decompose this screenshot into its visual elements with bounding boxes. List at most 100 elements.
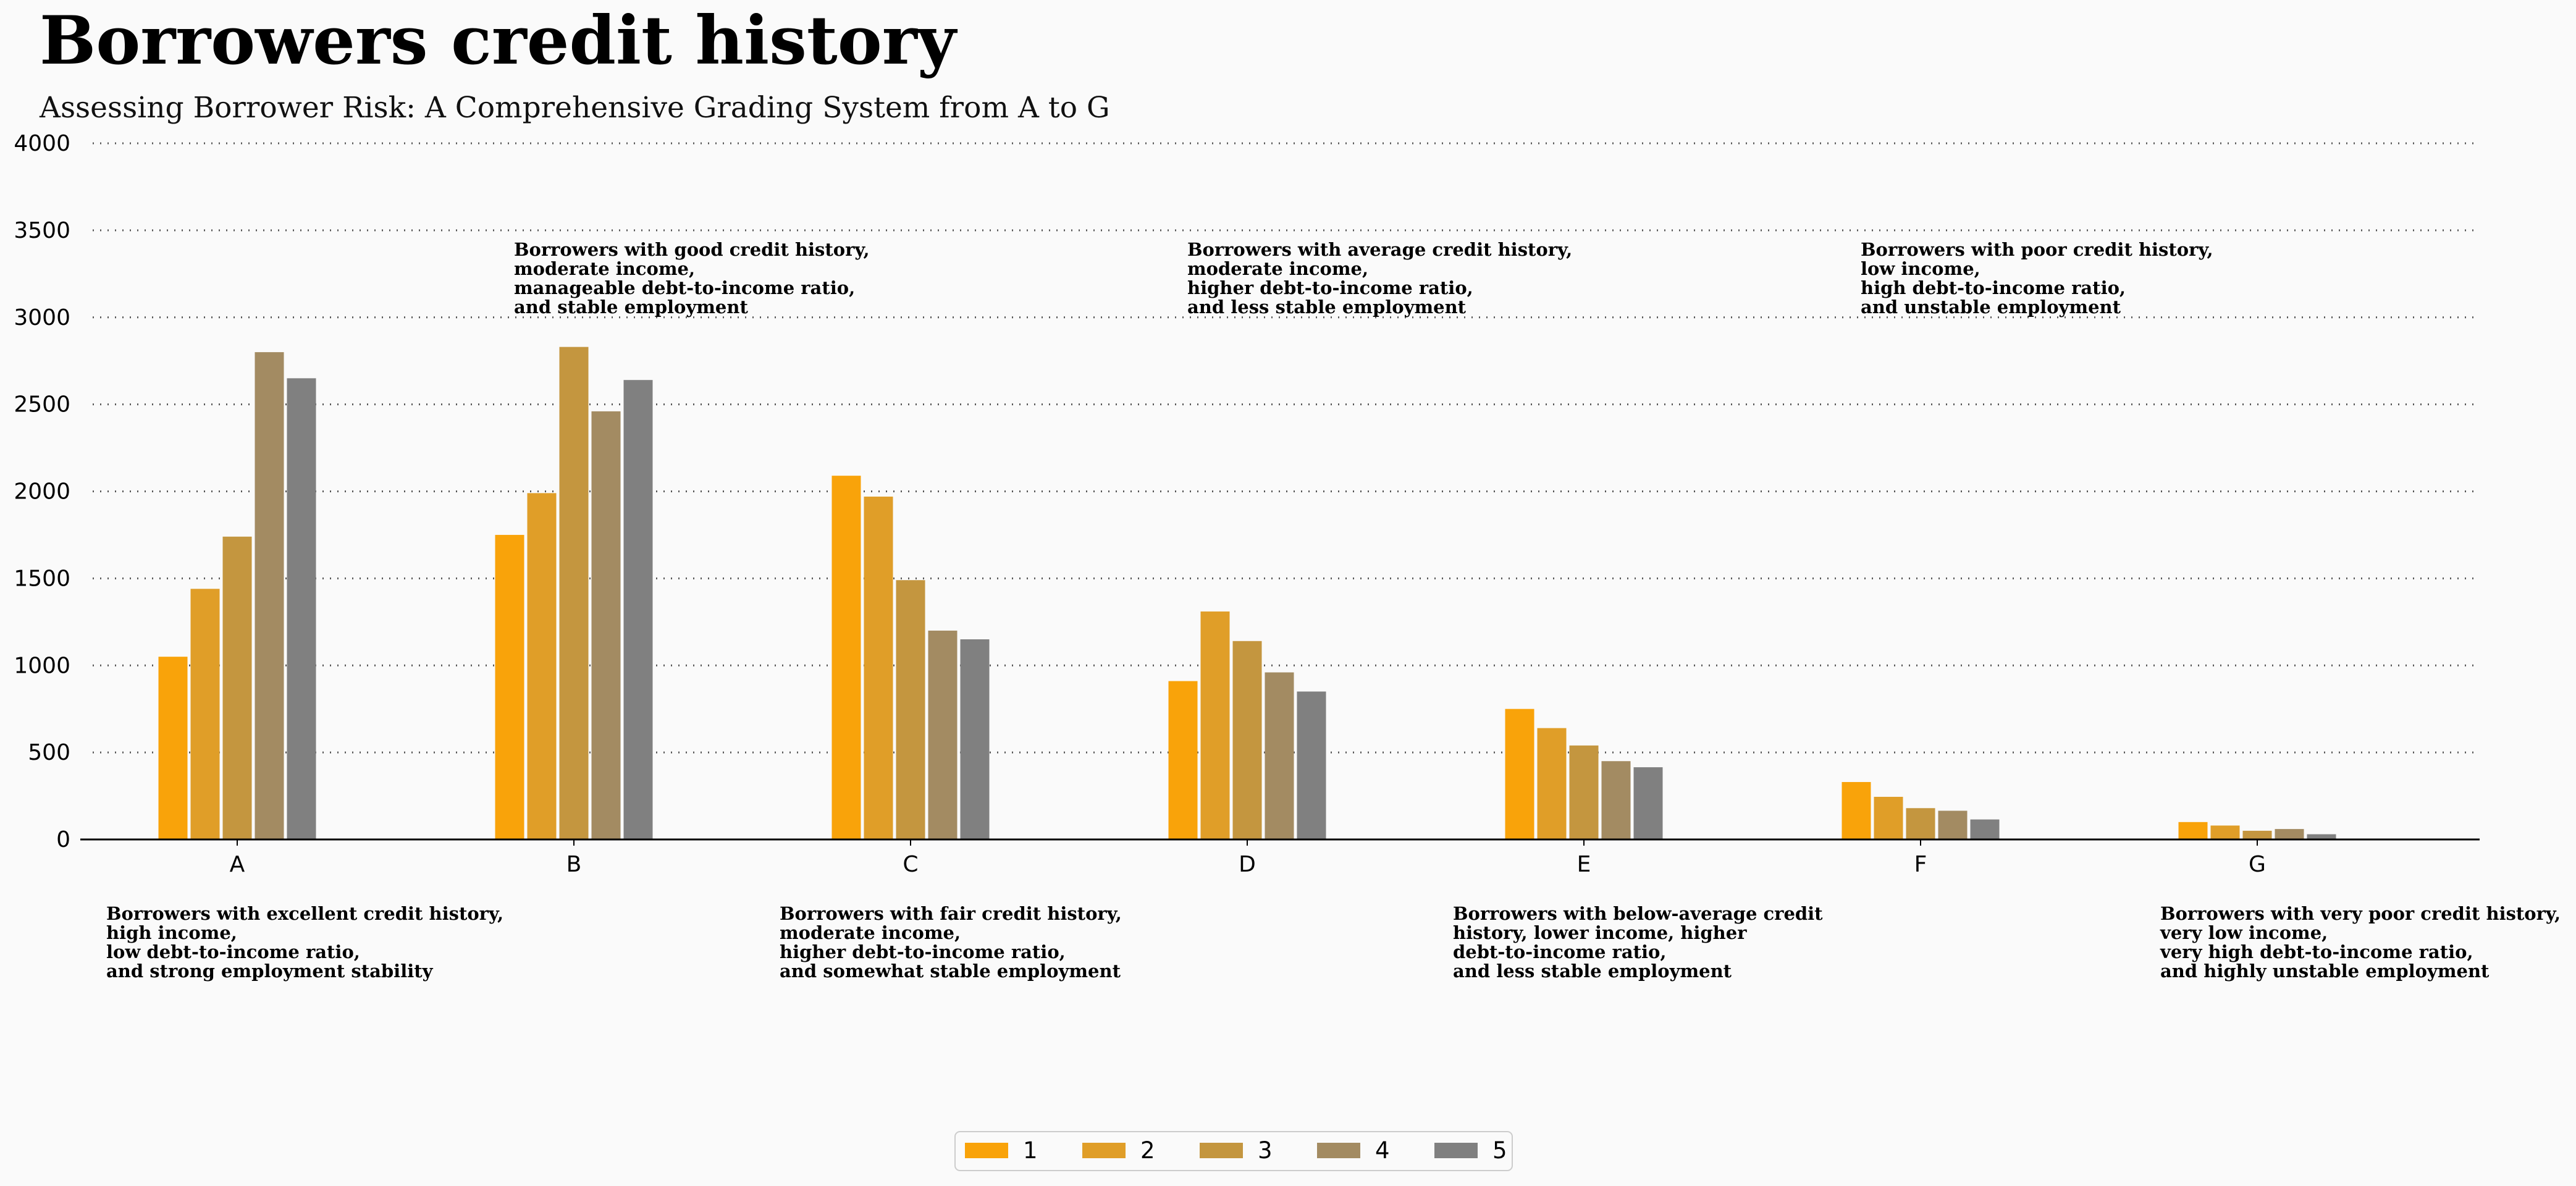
bar-D-series-3 <box>1232 641 1262 839</box>
bars <box>158 347 2336 839</box>
legend-item-2: 2 <box>1082 1137 1155 1164</box>
annotation-G: Borrowers with very poor credit history,… <box>2160 903 2561 982</box>
legend-label: 1 <box>1023 1137 1038 1164</box>
y-tick-label: 500 <box>28 740 70 765</box>
annotation-line: Borrowers with below-average credit <box>1453 903 1823 924</box>
x-axis-ticks: A B C D E F G <box>230 839 2266 877</box>
legend-swatch <box>1082 1143 1126 1158</box>
bar-E-series-1 <box>1505 709 1534 839</box>
annotation-line: moderate income, <box>514 258 695 279</box>
bar-B-series-1 <box>495 534 524 839</box>
bar-E-series-2 <box>1537 728 1567 839</box>
bar-F-series-2 <box>1874 796 1903 839</box>
legend-swatch <box>1317 1143 1360 1158</box>
annotation-line: and less stable employment <box>1187 296 1467 318</box>
legend-swatch <box>965 1143 1008 1158</box>
bar-E-series-4 <box>1601 761 1631 839</box>
legend: 1 2 3 4 5 <box>954 1131 1513 1171</box>
legend-swatch <box>1200 1143 1243 1158</box>
x-tick-label: G <box>2249 852 2266 877</box>
annotation-B: Borrowers with good credit history,moder… <box>514 239 870 318</box>
y-tick-label: 4000 <box>14 131 70 156</box>
annotation-line: Borrowers with poor credit history, <box>1861 239 2213 260</box>
x-tick-label: B <box>566 852 582 877</box>
x-tick-label: D <box>1239 852 1256 877</box>
x-tick-label: E <box>1577 852 1591 877</box>
bar-B-series-4 <box>591 411 621 839</box>
y-axis-ticks: 0 500 1000 1500 2000 2500 3000 3500 4000 <box>14 131 70 852</box>
bar-F-series-1 <box>1842 782 1871 839</box>
annotation-E: Borrowers with below-average credithisto… <box>1453 903 1823 982</box>
y-tick-label: 2000 <box>14 479 70 505</box>
legend-label: 3 <box>1258 1137 1273 1164</box>
bar-C-series-3 <box>896 580 925 839</box>
chart-subtitle: Assessing Borrower Risk: A Comprehensive… <box>39 91 1110 125</box>
annotation-line: higher debt-to-income ratio, <box>780 941 1066 962</box>
annotation-line: low income, <box>1861 258 1980 279</box>
legend-item-5: 5 <box>1434 1137 1507 1164</box>
annotation-line: Borrowers with average credit history, <box>1187 239 1572 260</box>
annotation-line: and stable employment <box>514 296 748 318</box>
gridlines <box>93 142 2480 754</box>
annotation-line: debt-to-income ratio, <box>1453 941 1666 962</box>
bar-G-series-3 <box>2242 830 2272 839</box>
annotation-line: and unstable employment <box>1861 296 2121 318</box>
bar-B-series-2 <box>527 493 557 839</box>
bar-C-series-1 <box>831 476 861 839</box>
annotation-D: Borrowers with average credit history,mo… <box>1187 239 1572 318</box>
annotation-line: Borrowers with fair credit history, <box>780 903 1122 924</box>
annotation-line: very high debt-to-income ratio, <box>2160 941 2473 962</box>
x-tick-label: C <box>903 852 918 877</box>
y-tick-label: 3000 <box>14 305 70 330</box>
annotation-line: history, lower income, higher <box>1453 922 1747 943</box>
annotation-line: and less stable employment <box>1453 961 1732 982</box>
bar-F-series-3 <box>1906 808 1935 839</box>
annotation-line: high debt-to-income ratio, <box>1861 277 2126 298</box>
annotation-line: and strong employment stability <box>106 961 434 982</box>
bar-G-series-1 <box>2178 822 2208 839</box>
annotation-line: high income, <box>106 922 237 943</box>
bar-D-series-4 <box>1265 672 1294 839</box>
annotation-line: Borrowers with good credit history, <box>514 239 870 260</box>
bar-F-series-4 <box>1938 810 1968 839</box>
bar-B-series-3 <box>559 347 589 839</box>
annotation-line: very low income, <box>2160 922 2328 943</box>
annotation-line: Borrowers with excellent credit history, <box>106 903 503 924</box>
legend-swatch <box>1434 1143 1478 1158</box>
annotation-line: moderate income, <box>780 922 961 943</box>
bar-C-series-4 <box>928 630 958 839</box>
bar-D-series-1 <box>1168 681 1198 839</box>
bar-A-series-2 <box>190 589 220 839</box>
legend-item-1: 1 <box>965 1137 1038 1164</box>
bar-D-series-2 <box>1200 611 1230 839</box>
bar-E-series-3 <box>1569 745 1599 839</box>
annotation-line: low debt-to-income ratio, <box>106 941 360 962</box>
bar-A-series-1 <box>158 657 188 839</box>
bar-F-series-5 <box>1970 819 2000 839</box>
annotation-line: and somewhat stable employment <box>780 961 1121 982</box>
x-tick-label: F <box>1914 852 1927 877</box>
annotation-A: Borrowers with excellent credit history,… <box>106 903 503 982</box>
annotation-line: and highly unstable employment <box>2160 961 2490 982</box>
y-tick-label: 2500 <box>14 392 70 418</box>
legend-item-4: 4 <box>1317 1137 1390 1164</box>
bar-D-series-5 <box>1297 691 1326 839</box>
chart-title: Borrowers credit history <box>40 2 958 80</box>
legend-label: 4 <box>1375 1137 1390 1164</box>
bar-G-series-5 <box>2307 834 2336 839</box>
annotation-C: Borrowers with fair credit history,moder… <box>780 903 1122 982</box>
legend-label: 5 <box>1492 1137 1507 1164</box>
bar-E-series-5 <box>1633 767 1663 839</box>
annotation-line: higher debt-to-income ratio, <box>1187 277 1473 298</box>
y-tick-label: 0 <box>56 827 70 852</box>
bar-B-series-5 <box>623 380 653 839</box>
bar-G-series-2 <box>2210 825 2240 839</box>
legend-label: 2 <box>1140 1137 1155 1164</box>
bar-C-series-5 <box>960 639 990 839</box>
bar-A-series-5 <box>287 378 316 839</box>
annotation-line: manageable debt-to-income ratio, <box>514 277 855 298</box>
bar-C-series-2 <box>864 496 893 839</box>
bar-A-series-4 <box>255 352 284 839</box>
